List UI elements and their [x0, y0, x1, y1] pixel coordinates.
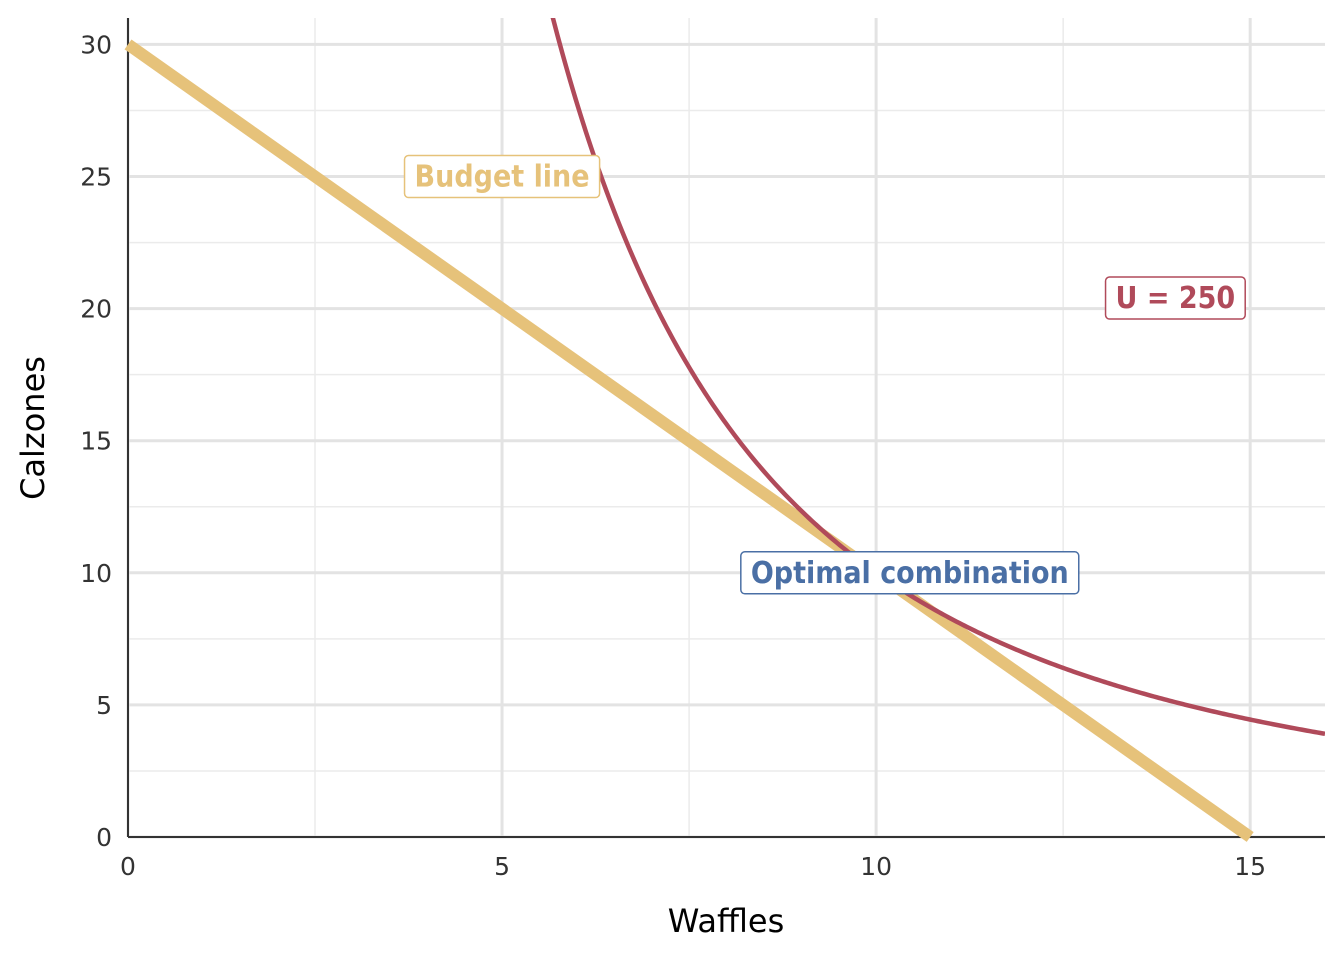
x-axis-title: Waffles [668, 902, 785, 940]
y-tick-label: 0 [96, 823, 112, 852]
annotation-text: Optimal combination [751, 556, 1069, 591]
axis-layer: 0 5 10 15 0 5 10 15 20 25 30 [80, 18, 1325, 881]
x-tick-label: 10 [860, 852, 892, 881]
y-tick-label: 30 [80, 30, 112, 59]
y-tick-label: 20 [80, 295, 112, 324]
annotation-text: Budget line [415, 160, 590, 195]
y-tick-label: 10 [80, 559, 112, 588]
annotation-label: Optimal combination [740, 551, 1080, 595]
annotation-box [403, 154, 601, 199]
y-tick-label: 5 [96, 691, 112, 720]
y-tick-label: 25 [80, 163, 112, 192]
annotation-label: U = 250 [1104, 276, 1246, 320]
annotation-label: Budget line [403, 154, 601, 199]
x-tick-label: 5 [494, 852, 510, 881]
y-tick-label: 15 [80, 427, 112, 456]
annotation-box [740, 551, 1080, 595]
annotation-text: U = 250 [1116, 281, 1236, 316]
series-layer [124, 18, 1325, 842]
annotation-box [1104, 276, 1246, 320]
annotation-layer: Budget line U = 250 Optimal combination [403, 154, 1246, 595]
indifference-curve [550, 18, 1325, 737]
x-tick-label: 0 [120, 852, 136, 881]
budget-line [124, 39, 1254, 842]
x-tick-label: 15 [1234, 852, 1266, 881]
y-axis-title: Calzones [14, 356, 52, 500]
